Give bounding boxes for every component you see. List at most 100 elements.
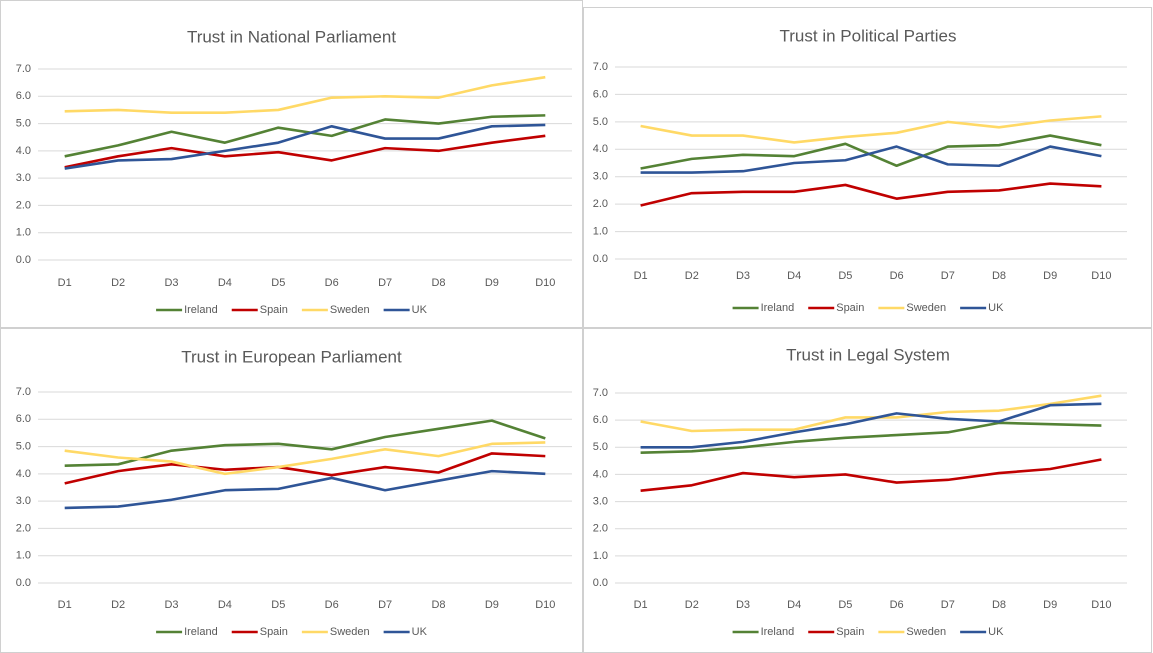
x-tick-label: D1 [634,270,648,282]
legend-label: Spain [260,626,288,638]
series-line [640,134,1102,170]
x-tick-label: D8 [992,599,1006,611]
x-tick-label: D2 [111,277,125,289]
y-tick-label: 7.0 [16,63,31,75]
y-tick-label: 1.0 [16,227,31,239]
series-line [64,469,546,510]
y-tick-label: 7.0 [593,387,608,399]
y-tick-label: 1.0 [593,550,608,562]
x-tick-label: D10 [535,599,555,611]
panel-frame [0,0,583,328]
chart-title: Trust in Legal System [786,345,950,364]
series-line [640,115,1102,144]
legend-label: Ireland [761,626,795,638]
x-tick-label: D10 [535,277,555,289]
x-tick-label: D8 [431,277,445,289]
legend-label: Sweden [330,304,370,316]
y-tick-label: 6.0 [593,414,608,426]
x-tick-label: D4 [218,599,232,611]
chart-panel: Trust in European Parliament 0.0 1.0 2.0 3.0… [16,347,572,638]
x-tick-label: D4 [787,599,801,611]
y-tick-label: 3.0 [16,172,31,184]
x-tick-label: D9 [485,277,499,289]
legend: Ireland Spain Sweden UK [732,302,1004,314]
legend-label: Sweden [906,302,946,314]
y-tick-label: 6.0 [16,90,31,102]
series-line [64,75,546,114]
y-tick-label: 2.0 [593,523,608,535]
y-tick-label: 0.0 [593,577,608,589]
legend-label: Spain [836,302,864,314]
legend-label: UK [988,626,1004,638]
y-tick-label: 0.0 [16,577,31,589]
x-tick-label: D1 [58,277,72,289]
x-tick-label: D3 [164,599,178,611]
y-tick-label: 6.0 [593,88,608,100]
y-tick-label: 3.0 [593,495,608,507]
y-tick-label: 5.0 [16,117,31,129]
x-tick-label: D8 [431,599,445,611]
panel-frame [583,7,1152,328]
series-line [640,394,1102,433]
legend-label: Ireland [761,302,795,314]
y-tick-label: 0.0 [16,254,31,266]
panel-frame [583,328,1152,653]
series-line [64,441,546,476]
legend: Ireland Spain Sweden UK [156,626,428,638]
series-line [64,419,546,467]
chart-panel: Trust in National Parliament 0.0 1.0 2.0 3.0… [16,27,572,316]
legend-label: Spain [836,626,864,638]
x-tick-label: D6 [325,599,339,611]
series-line [64,114,546,158]
x-tick-label: D10 [1091,599,1111,611]
legend-label: Spain [260,304,288,316]
y-tick-label: 2.0 [16,199,31,211]
y-tick-label: 1.0 [593,225,608,237]
x-tick-label: D7 [378,277,392,289]
x-tick-label: D7 [941,270,955,282]
legend: Ireland Spain Sweden UK [156,304,428,316]
x-tick-label: D7 [378,599,392,611]
chart-panel: Trust in Legal System 0.0 1.0 2.0 3.0 4.0 5.0 6… [593,345,1127,638]
x-tick-label: D3 [164,277,178,289]
y-tick-label: 4.0 [593,468,608,480]
x-tick-label: D2 [685,270,699,282]
x-tick-label: D10 [1091,270,1111,282]
legend: Ireland Spain Sweden UK [732,626,1004,638]
x-tick-label: D5 [271,599,285,611]
legend-label: UK [988,302,1004,314]
series-line [64,123,546,170]
x-tick-label: D4 [787,270,801,282]
series-line [640,182,1102,207]
x-tick-label: D2 [111,599,125,611]
x-tick-label: D8 [992,270,1006,282]
legend-label: Ireland [184,626,218,638]
y-tick-label: 7.0 [593,61,608,73]
x-tick-label: D3 [736,270,750,282]
y-tick-label: 0.0 [593,253,608,265]
y-tick-label: 5.0 [16,440,31,452]
series-line [64,452,546,485]
x-tick-label: D6 [890,599,904,611]
x-tick-label: D5 [838,599,852,611]
y-tick-label: 3.0 [16,495,31,507]
y-tick-label: 4.0 [16,468,31,480]
y-tick-label: 3.0 [593,171,608,183]
x-tick-label: D7 [941,599,955,611]
y-tick-label: 5.0 [593,441,608,453]
series-line [640,145,1102,174]
y-tick-label: 7.0 [16,386,31,398]
series-line [64,134,546,169]
x-tick-label: D6 [325,277,339,289]
y-tick-label: 4.0 [16,145,31,157]
series-line [640,458,1102,493]
chart-title: Trust in Political Parties [780,26,957,45]
y-tick-label: 5.0 [593,116,608,128]
x-tick-label: D5 [838,270,852,282]
legend-label: Ireland [184,304,218,316]
x-tick-label: D9 [1043,599,1057,611]
chart-panel: Trust in Political Parties 0.0 1.0 2.0 3.0 4.… [593,26,1127,314]
y-tick-label: 6.0 [16,413,31,425]
series-line [640,421,1102,455]
legend-label: UK [412,304,428,316]
